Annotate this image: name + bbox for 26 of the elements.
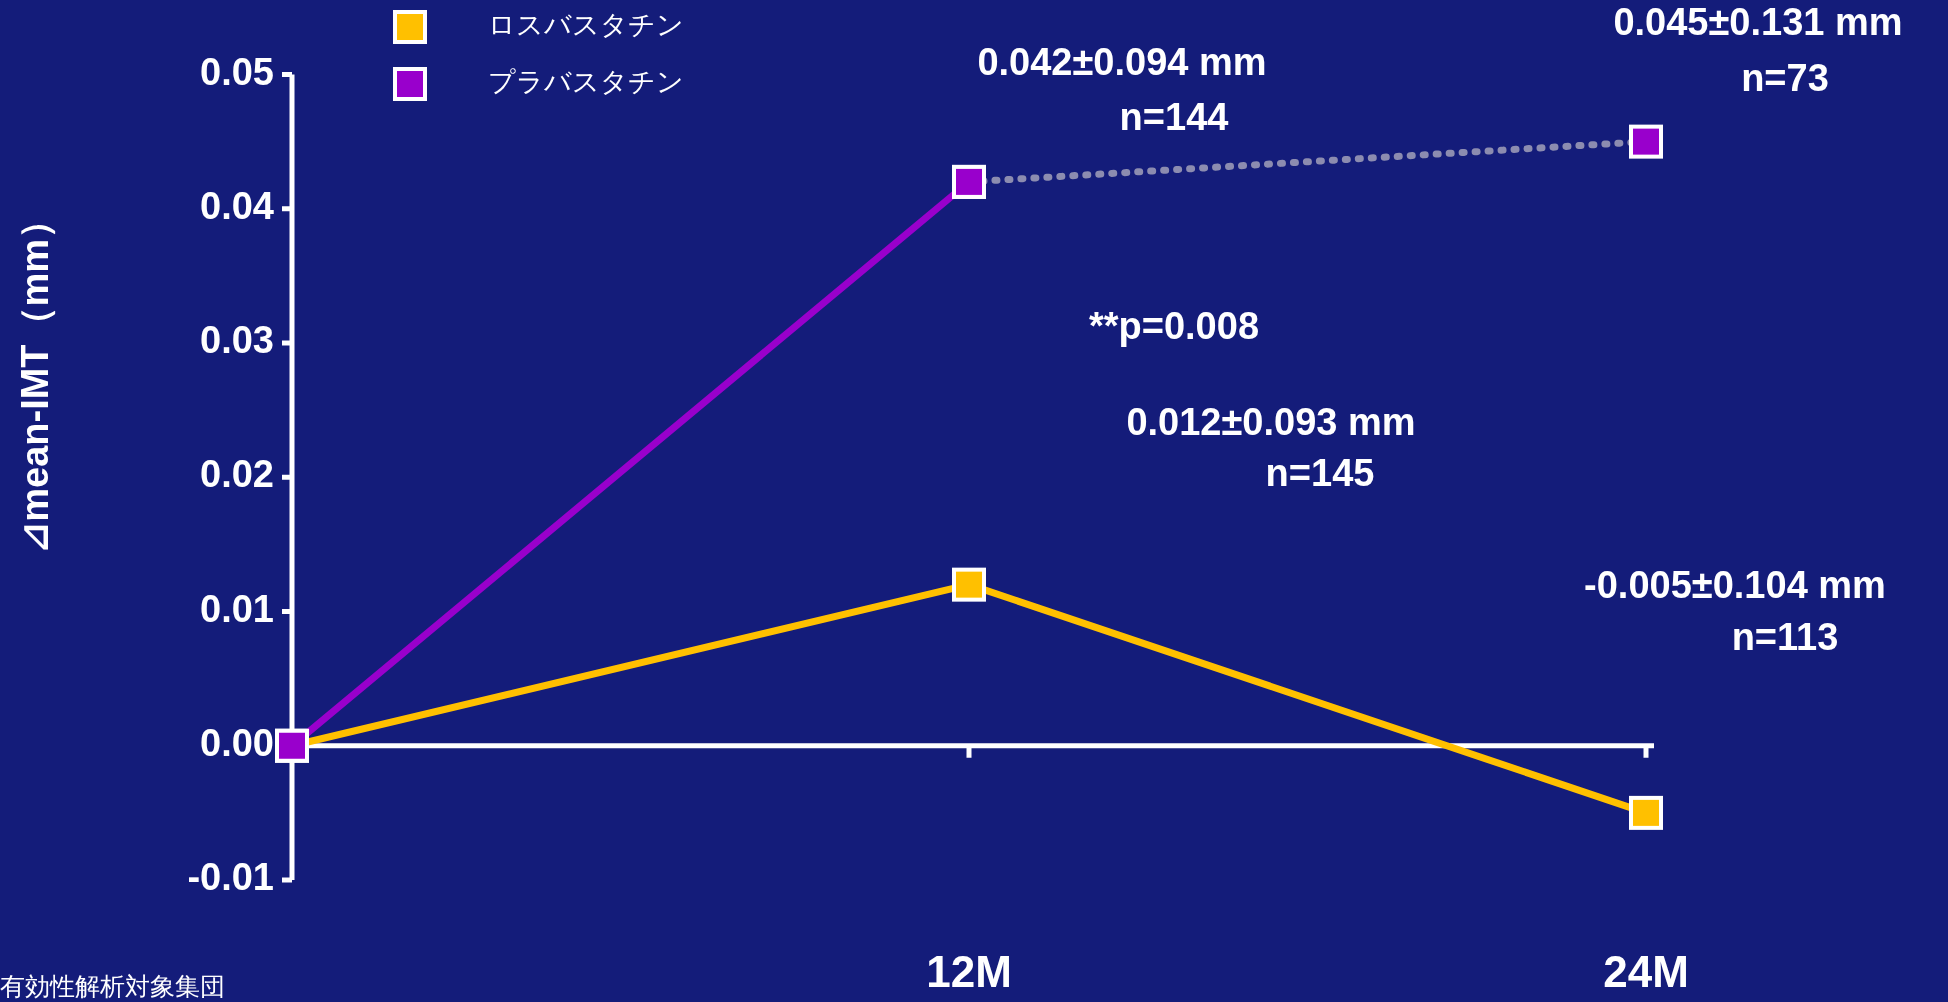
legend-label: ロスバスタチン <box>488 10 684 41</box>
y-tick-label: -0.01 <box>187 856 274 899</box>
point <box>952 164 986 199</box>
y-tick-label: 0.02 <box>200 453 274 496</box>
legend-label: プラバスタチン <box>488 67 684 98</box>
x-tick-label: 24M <box>1603 946 1689 996</box>
annotation: n=113 <box>1731 616 1839 659</box>
y-tick-label: 0.05 <box>200 50 274 93</box>
annotation: 有効性解析対象集団 <box>0 971 225 1000</box>
point <box>1629 795 1663 830</box>
y-tick-label: 0.00 <box>200 721 274 764</box>
annotation: 0.042±0.094 mm <box>977 41 1267 84</box>
point <box>952 567 986 602</box>
x-tick-label: 12M <box>926 946 1012 996</box>
y-tick-label: 0.04 <box>200 184 274 227</box>
annotation: 0.012±0.093 mm <box>1126 401 1416 444</box>
annotation: n=73 <box>1741 57 1829 100</box>
y-axis-title: ⊿mean-IMT（mm） <box>14 200 57 554</box>
annotation: 0.045±0.131 mm <box>1613 1 1903 44</box>
annotation: -0.005±0.104 mm <box>1584 564 1886 607</box>
annotation: **p=0.008 <box>1088 305 1260 348</box>
point <box>1629 124 1663 159</box>
annotation: n=144 <box>1119 96 1229 139</box>
y-tick-label: 0.03 <box>200 319 274 362</box>
y-tick-label: 0.01 <box>200 587 274 630</box>
annotation: n=145 <box>1265 452 1375 495</box>
